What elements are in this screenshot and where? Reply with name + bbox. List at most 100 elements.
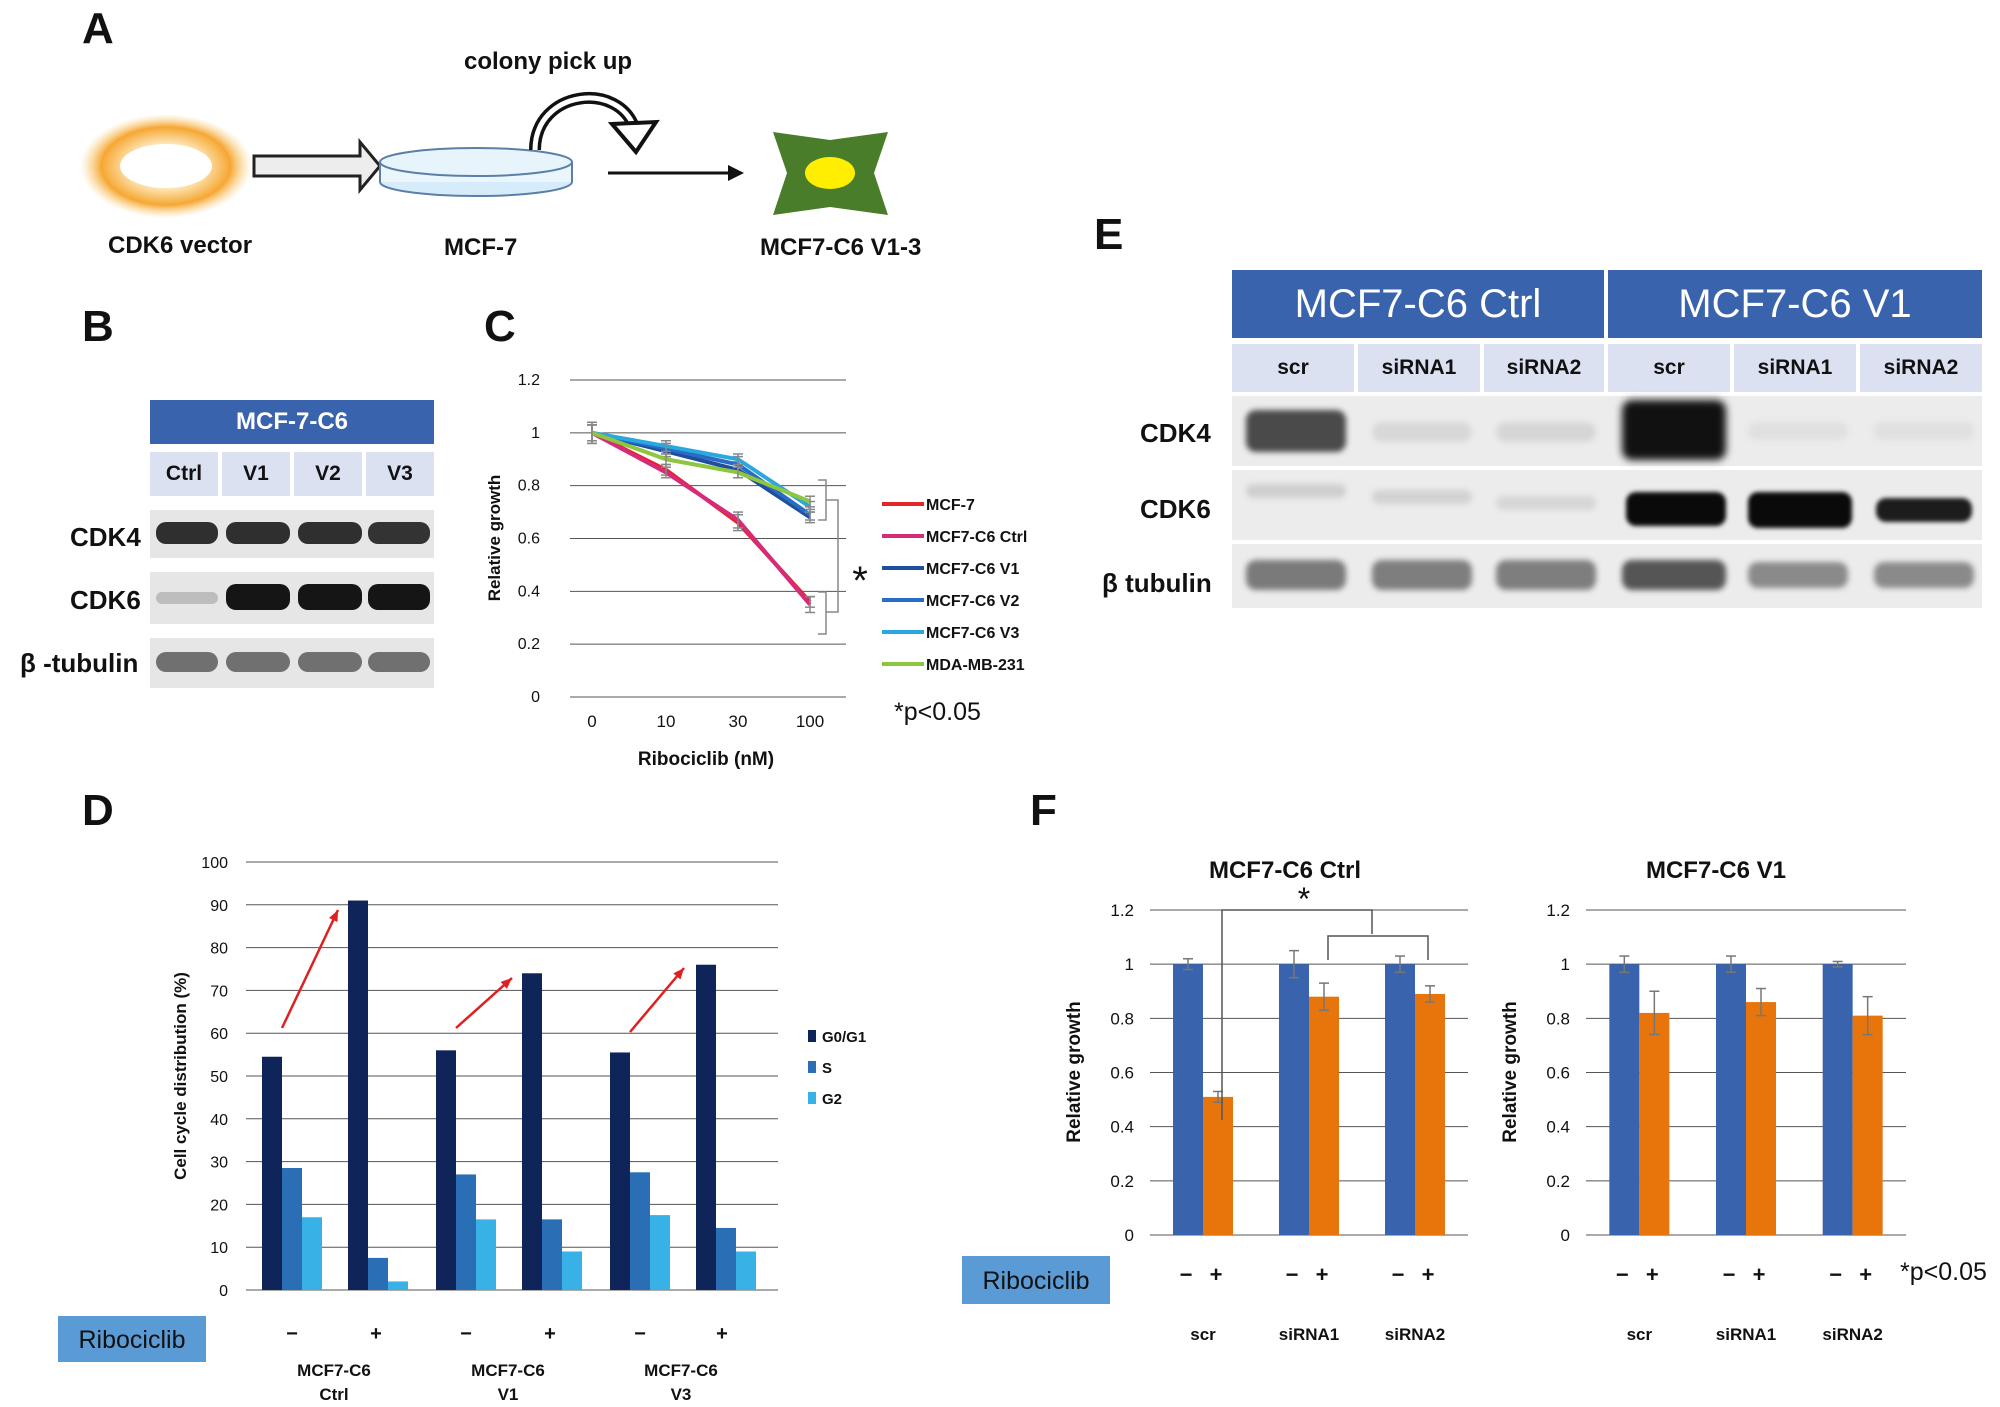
- trend-arrowhead: [500, 978, 512, 989]
- bar: [1609, 964, 1640, 1235]
- lane-e-4: scr: [1608, 344, 1730, 392]
- group-label: V3: [671, 1385, 692, 1404]
- lane-e-6: siRNA2: [1860, 344, 1982, 392]
- trend-arrow: [455, 977, 513, 1029]
- y-axis-label: Cell cycle distribution (%): [171, 972, 190, 1180]
- y-tick-label: 1: [1561, 955, 1570, 974]
- bar-g2: [736, 1251, 756, 1290]
- treatment-sign: −: [634, 1323, 646, 1345]
- y-tick-label: 1: [531, 425, 540, 442]
- panel-label-b: B: [82, 302, 114, 351]
- y-tick-label: 0.4: [518, 583, 540, 600]
- y-tick-label: 100: [201, 855, 228, 872]
- category-label: siRNA2: [1385, 1325, 1445, 1344]
- bar: [1309, 996, 1339, 1235]
- y-tick-label: 40: [210, 1112, 228, 1129]
- category-label: scr: [1627, 1325, 1653, 1344]
- legend-swatch: [808, 1061, 816, 1073]
- group-label: Ctrl: [319, 1385, 348, 1404]
- bar-g2: [650, 1215, 670, 1290]
- bar-g0g1: [436, 1050, 456, 1290]
- band: [1748, 492, 1852, 528]
- treatment-sign: +: [544, 1323, 556, 1345]
- ribociclib-label: Ribociclib: [983, 1267, 1090, 1295]
- band: [1246, 484, 1346, 498]
- treatment-sign: −: [1392, 1262, 1405, 1287]
- band: [1496, 560, 1596, 590]
- ribociclib-box: [962, 1256, 1110, 1304]
- y-tick-label: 80: [210, 941, 228, 958]
- legend-label: MCF7-C6 V3: [926, 625, 1019, 642]
- group-label: MCF7-C6: [471, 1361, 545, 1380]
- band: [156, 592, 218, 604]
- y-tick-label: 1: [1125, 955, 1134, 974]
- y-tick-label: 0: [531, 689, 540, 706]
- legend-label: MCF7-C6 V1: [926, 561, 1019, 578]
- significance-star: *: [852, 559, 868, 603]
- treatment-sign: +: [1646, 1262, 1659, 1287]
- bar-s: [542, 1219, 562, 1290]
- bar: [1822, 964, 1853, 1235]
- bar-s: [716, 1227, 736, 1290]
- y-tick-label: 90: [210, 898, 228, 915]
- result-cells-label: MCF7-C6 V1-3: [760, 234, 922, 261]
- bar-g2: [562, 1251, 582, 1290]
- category-label: scr: [1190, 1325, 1216, 1344]
- bar: [1852, 1015, 1883, 1235]
- bracket: [818, 591, 827, 635]
- bar: [1415, 993, 1445, 1235]
- panel-label-f: F: [1030, 786, 1057, 835]
- group-label: MCF7-C6: [644, 1361, 718, 1380]
- band: [1372, 422, 1472, 442]
- blot-e-cdk6: [1232, 470, 1982, 540]
- bar-s: [630, 1172, 650, 1290]
- band: [298, 652, 362, 672]
- blot-e-group-v1: MCF7-C6 V1: [1608, 270, 1982, 338]
- group-label: V1: [498, 1385, 519, 1404]
- bar-s: [456, 1174, 476, 1290]
- treatment-sign: +: [1753, 1262, 1766, 1287]
- bar-g2: [388, 1281, 408, 1290]
- band: [1876, 498, 1972, 522]
- bar-g2: [302, 1217, 322, 1290]
- bar: [1173, 964, 1203, 1235]
- y-tick-label: 0.8: [1546, 1009, 1570, 1028]
- legend-swatch: [808, 1030, 816, 1042]
- treatment-sign: −: [1829, 1262, 1842, 1287]
- band: [1622, 560, 1726, 590]
- lane-b-v2: V2: [294, 452, 362, 496]
- panel-label-e: E: [1094, 210, 1124, 259]
- band: [1372, 490, 1472, 504]
- bar-s: [282, 1168, 302, 1290]
- y-tick-label: 0: [1125, 1226, 1134, 1245]
- bar-g0g1: [522, 973, 542, 1290]
- band: [368, 522, 430, 544]
- band: [226, 652, 290, 672]
- category-label: siRNA2: [1822, 1325, 1882, 1344]
- bar-g0g1: [696, 964, 716, 1290]
- lane-e-5: siRNA1: [1734, 344, 1856, 392]
- band: [1748, 422, 1848, 440]
- band: [1626, 492, 1726, 526]
- panel-label-c: C: [484, 302, 516, 351]
- lane-b-v3: V3: [366, 452, 434, 496]
- lane-e-1: scr: [1232, 344, 1354, 392]
- treatment-sign: −: [1616, 1262, 1629, 1287]
- bar-g0g1: [348, 900, 368, 1290]
- band: [1246, 410, 1346, 452]
- treatment-sign: +: [1859, 1262, 1872, 1287]
- band: [298, 584, 362, 610]
- treatment-sign: −: [286, 1323, 298, 1345]
- bar-g2: [476, 1219, 496, 1290]
- ribociclib-label: Ribociclib: [79, 1326, 186, 1354]
- thin-arrow-icon: [608, 165, 744, 181]
- band: [226, 584, 290, 610]
- series-line: [591, 430, 811, 504]
- trend-arrow: [280, 909, 340, 1029]
- y-tick-label: 1.2: [1110, 901, 1134, 920]
- row-b-cdk6: CDK6: [70, 585, 141, 615]
- trend-arrowhead: [673, 968, 684, 980]
- bar: [1279, 964, 1309, 1235]
- ribociclib-box: [58, 1316, 206, 1362]
